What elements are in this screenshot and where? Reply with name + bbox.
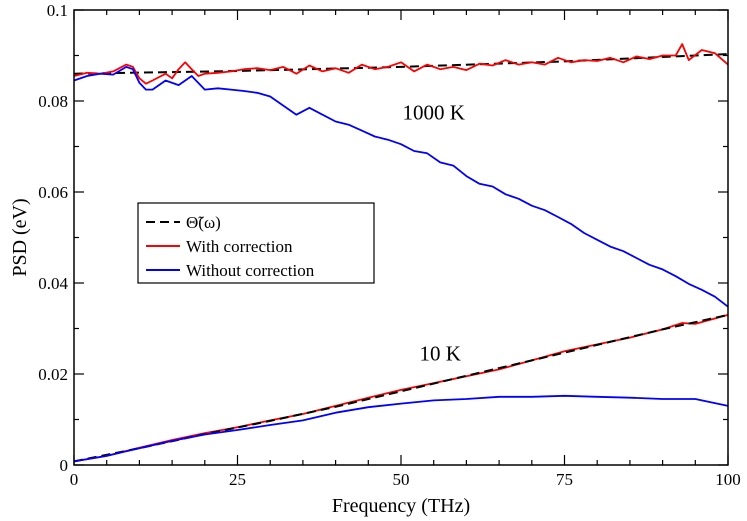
series-layer: [73, 43, 729, 463]
ticks-layer: 0 25 50 75 100 0 0.02 0.04 0.06 0.08 0.1: [38, 1, 741, 489]
x-tick-label: 50: [393, 470, 410, 489]
y-tick-label: 0.1: [47, 1, 68, 20]
legend-label-2: Without correction: [186, 261, 315, 280]
x-tick-label: 25: [229, 470, 246, 489]
x-tick-label: 75: [556, 470, 573, 489]
series-line-1: [73, 43, 729, 85]
y-axis-title: PSD (eV): [9, 198, 31, 276]
y-tick-label: 0.06: [38, 183, 68, 202]
series-line-0: [73, 53, 729, 75]
legend-label-1: With correction: [186, 237, 293, 256]
y-tick-label: 0.04: [38, 274, 68, 293]
x-axis-title: Frequency (THz): [332, 495, 470, 517]
legend: Θ̃(ω) With correction Without correction: [137, 202, 375, 284]
y-tick-label: 0.08: [38, 92, 68, 111]
series-line-2: [73, 66, 729, 308]
series-line-5: [73, 394, 729, 463]
y-tick-label: 0: [60, 456, 69, 475]
x-tick-label: 0: [70, 470, 79, 489]
annotations-layer: 1000 K 10 K: [402, 100, 464, 365]
x-tick-label: 100: [715, 470, 741, 489]
annotation-label-1: 10 K: [420, 342, 461, 366]
legend-label-0: Θ̃(ω): [186, 213, 221, 232]
y-tick-label: 0.02: [38, 365, 68, 384]
annotation-label-0: 1000 K: [402, 100, 464, 124]
